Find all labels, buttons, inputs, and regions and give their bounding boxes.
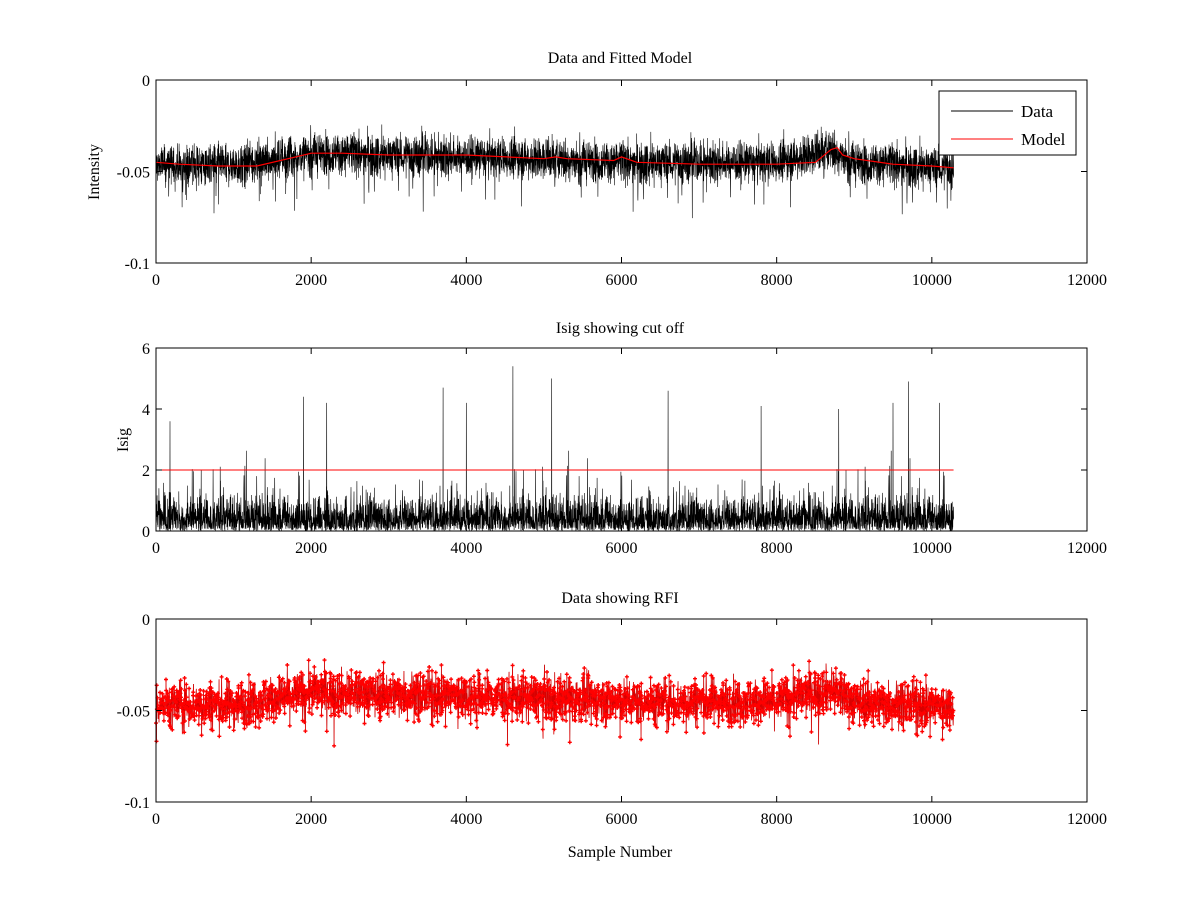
y-tick-label: 2	[142, 463, 150, 480]
plot-area	[154, 658, 956, 748]
y-tick-label: -0.05	[117, 165, 150, 182]
y-tick-label: 0	[142, 73, 150, 90]
x-tick-label: 8000	[761, 272, 793, 289]
chart-title: Isig showing cut off	[556, 320, 685, 337]
legend-label-model: Model	[1021, 130, 1066, 149]
x-tick-label: 8000	[761, 540, 793, 557]
x-tick-label: 0	[152, 272, 160, 289]
x-tick-label: 10000	[912, 811, 952, 828]
panel-data-fitted-model: Data and Fitted Model Intensity 0 2000 400…	[86, 50, 1107, 289]
y-tick-label: 4	[142, 402, 150, 419]
x-tick-label: 4000	[450, 811, 482, 828]
chart-title: Data and Fitted Model	[548, 50, 693, 67]
y-tick-label: 0	[142, 524, 150, 541]
x-tick-label: 6000	[606, 272, 638, 289]
y-tick-label: -0.1	[125, 795, 150, 812]
plot-area	[155, 124, 954, 219]
x-tick-label: 8000	[761, 811, 793, 828]
y-tick-label: 0	[142, 612, 150, 629]
x-tick-label: 10000	[912, 540, 952, 557]
x-tick-label: 10000	[912, 272, 952, 289]
x-axis-label: Sample Number	[568, 844, 673, 861]
x-tick-label: 12000	[1067, 540, 1107, 557]
x-tick-label: 0	[152, 540, 160, 557]
panel-data-rfi: Data showing RFI 0 2000 4000 6000 8000 10000 1…	[117, 590, 1107, 861]
x-tick-label: 6000	[606, 540, 638, 557]
series-data-line	[155, 124, 954, 219]
tick-group: 0 2000 4000 6000 8000 10000 12000 -0.1 -0.05 0	[117, 612, 1107, 828]
legend-label-data: Data	[1021, 102, 1054, 121]
x-tick-label: 12000	[1067, 811, 1107, 828]
x-tick-label: 0	[152, 811, 160, 828]
panel-isig-cut-off: Isig showing cut off Isig 0 2000 4000 6000 8…	[115, 320, 1107, 557]
series-model-line	[155, 147, 954, 169]
y-tick-label: 6	[142, 341, 150, 358]
x-tick-label: 6000	[606, 811, 638, 828]
legend: Data Model	[938, 90, 1077, 156]
series-rfi-line	[155, 660, 954, 746]
legend-box	[938, 90, 1077, 156]
x-tick-label: 4000	[450, 272, 482, 289]
x-tick-label: 4000	[450, 540, 482, 557]
x-tick-label: 2000	[295, 272, 327, 289]
x-tick-label: 2000	[295, 540, 327, 557]
plot-area	[155, 366, 954, 532]
chart-title: Data showing RFI	[561, 590, 678, 607]
series-isig-line	[155, 366, 954, 532]
tick-group: 0 2000 4000 6000 8000 10000 12000 -0.1 -0.05 0	[117, 73, 1107, 289]
y-tick-label: -0.1	[125, 256, 150, 273]
y-tick-label: -0.05	[117, 704, 150, 721]
y-axis-label: Intensity	[86, 144, 103, 200]
tick-group: 0 2000 4000 6000 8000 10000 12000 0 2 4 6	[142, 341, 1107, 557]
y-axis-label: Isig	[115, 428, 132, 452]
x-tick-label: 12000	[1067, 272, 1107, 289]
x-tick-label: 2000	[295, 811, 327, 828]
